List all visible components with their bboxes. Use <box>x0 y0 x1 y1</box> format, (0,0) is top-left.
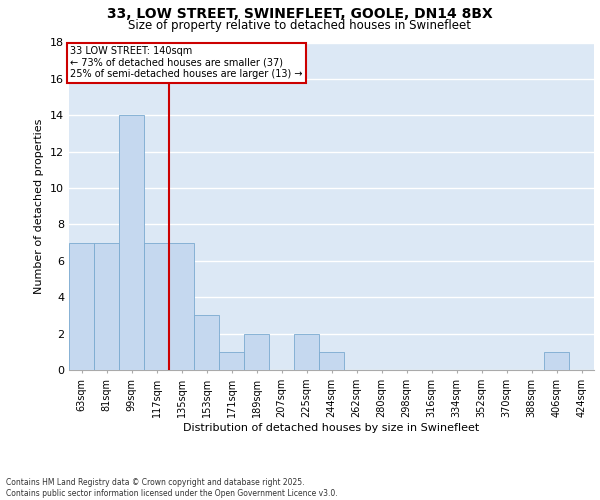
Text: Size of property relative to detached houses in Swinefleet: Size of property relative to detached ho… <box>128 19 472 32</box>
Text: 33 LOW STREET: 140sqm
← 73% of detached houses are smaller (37)
25% of semi-deta: 33 LOW STREET: 140sqm ← 73% of detached … <box>70 46 303 80</box>
Bar <box>544 352 569 370</box>
Bar <box>244 334 269 370</box>
X-axis label: Distribution of detached houses by size in Swinefleet: Distribution of detached houses by size … <box>184 422 479 432</box>
Bar <box>294 334 319 370</box>
Text: Contains HM Land Registry data © Crown copyright and database right 2025.
Contai: Contains HM Land Registry data © Crown c… <box>6 478 338 498</box>
Y-axis label: Number of detached properties: Number of detached properties <box>34 118 44 294</box>
Bar <box>94 242 119 370</box>
Bar <box>319 352 344 370</box>
Bar <box>219 352 244 370</box>
Bar <box>144 242 169 370</box>
Bar <box>69 242 94 370</box>
Bar <box>194 316 219 370</box>
Bar <box>119 116 144 370</box>
Text: 33, LOW STREET, SWINEFLEET, GOOLE, DN14 8BX: 33, LOW STREET, SWINEFLEET, GOOLE, DN14 … <box>107 8 493 22</box>
Bar <box>169 242 194 370</box>
